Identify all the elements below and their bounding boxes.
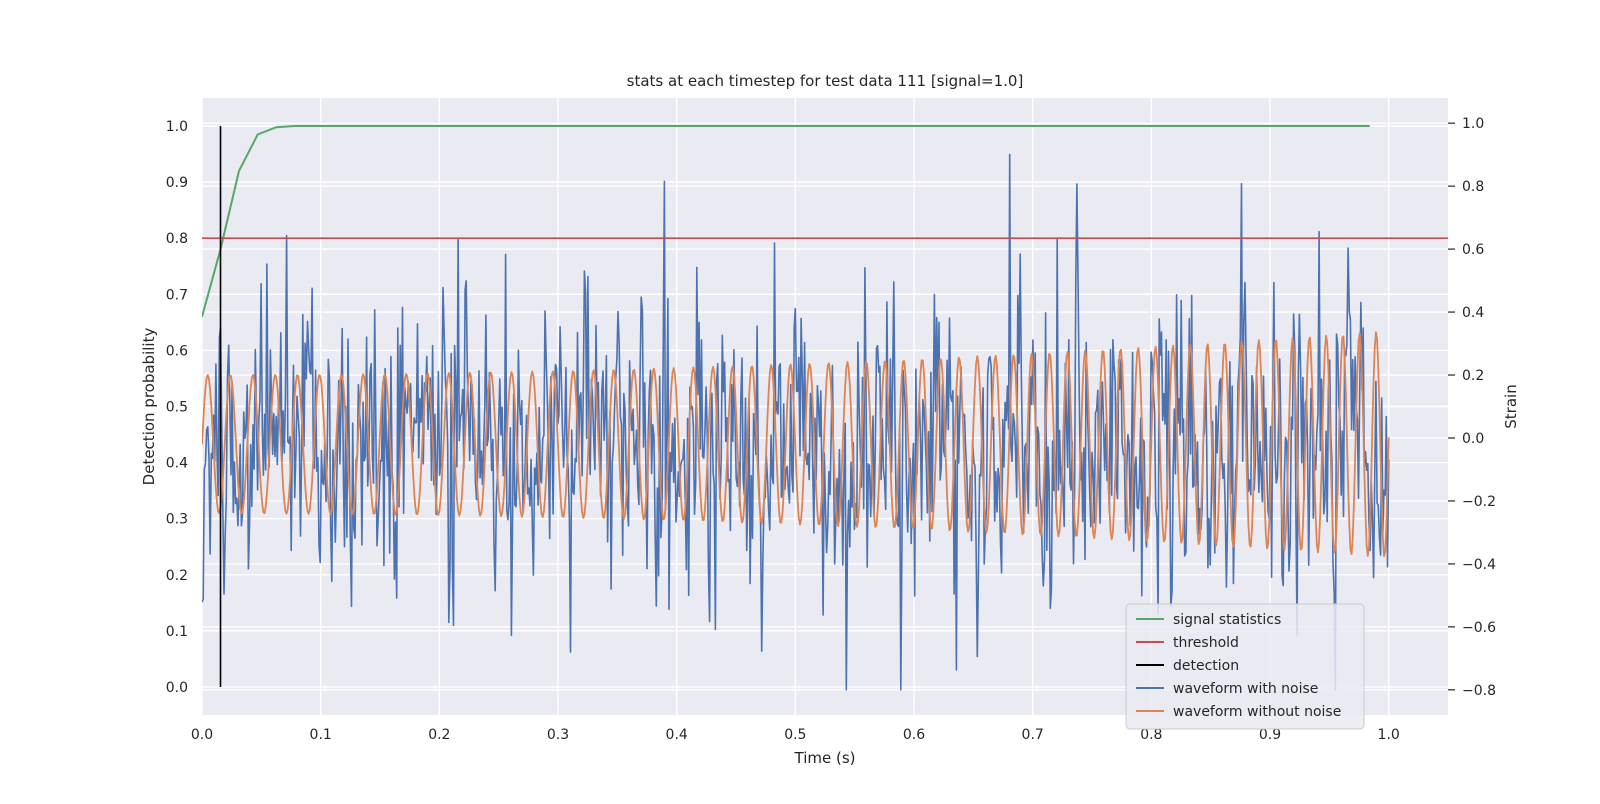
y2-tick-label: 0.8	[1462, 179, 1484, 195]
waveform-without-noise-line	[202, 331, 1390, 558]
y-axis-label: Detection probability	[140, 328, 158, 486]
right-axis-series	[202, 153, 1390, 691]
signal-statistics-line	[202, 125, 1370, 318]
x-tick-label: 0.3	[547, 727, 569, 743]
chart-title: stats at each timestep for test data 111…	[627, 72, 1024, 90]
x-tick-label: 0.6	[903, 727, 925, 743]
y-tick-label: 0.3	[166, 512, 188, 528]
y-tick-label: 0.2	[166, 568, 188, 584]
x-tick-label: 0.4	[666, 727, 688, 743]
y2-axis-label: Strain	[1502, 384, 1520, 428]
x-tick-label: 0.7	[1022, 727, 1044, 743]
y-tick-label: 0.4	[166, 456, 188, 472]
x-tick-label: 0.0	[191, 727, 213, 743]
y-tick-label: 0.8	[166, 231, 188, 247]
y2-tick-label: −0.4	[1462, 557, 1496, 573]
x-tick-label: 1.0	[1378, 727, 1400, 743]
y-tick-label: 0.9	[166, 175, 188, 191]
x-tick-label: 0.5	[784, 727, 806, 743]
legend-entry: detection	[1173, 658, 1239, 674]
y-tick-label: 0.0	[166, 680, 188, 696]
y2-tick-label: 0.4	[1462, 305, 1484, 321]
y-tick-label: 0.7	[166, 287, 188, 303]
x-tick-label: 0.1	[310, 727, 332, 743]
y2-tick-label: 0.2	[1462, 368, 1484, 384]
x-tick-label: 0.9	[1259, 727, 1281, 743]
x-axis-label: Time (s)	[794, 749, 856, 767]
legend-entry: waveform without noise	[1173, 704, 1341, 720]
y-tick-label: 1.0	[166, 119, 188, 135]
axis-ticks: 0.0 0.1 0.2 0.3 0.4 0.5 0.6 0.7 0.8 0.9 1.0 0.0 0.1 0…	[166, 116, 1496, 743]
y2-tick-label: 1.0	[1462, 116, 1484, 132]
legend-box	[1125, 603, 1365, 730]
legend-entry: threshold	[1173, 635, 1239, 651]
y-tick-label: 0.1	[166, 624, 188, 640]
y2-tick-label: −0.6	[1462, 620, 1496, 636]
legend-entry: waveform with noise	[1173, 681, 1318, 697]
y-tick-label: 0.5	[166, 400, 188, 416]
y2-tick-label: −0.2	[1462, 494, 1496, 510]
waveform-with-noise-line	[202, 153, 1390, 691]
y2-tick-label: 0.6	[1462, 242, 1484, 258]
x-tick-label: 0.2	[428, 727, 450, 743]
y-tick-label: 0.6	[166, 343, 188, 359]
y2-tick-label: −0.8	[1462, 683, 1496, 699]
x-tick-label: 0.8	[1140, 727, 1162, 743]
y2-tick-label: 0.0	[1462, 431, 1484, 447]
legend-entry: signal statistics	[1173, 612, 1281, 628]
legend: signal statistics threshold detection wavef…	[1125, 603, 1365, 730]
left-axis-series	[202, 125, 1448, 687]
